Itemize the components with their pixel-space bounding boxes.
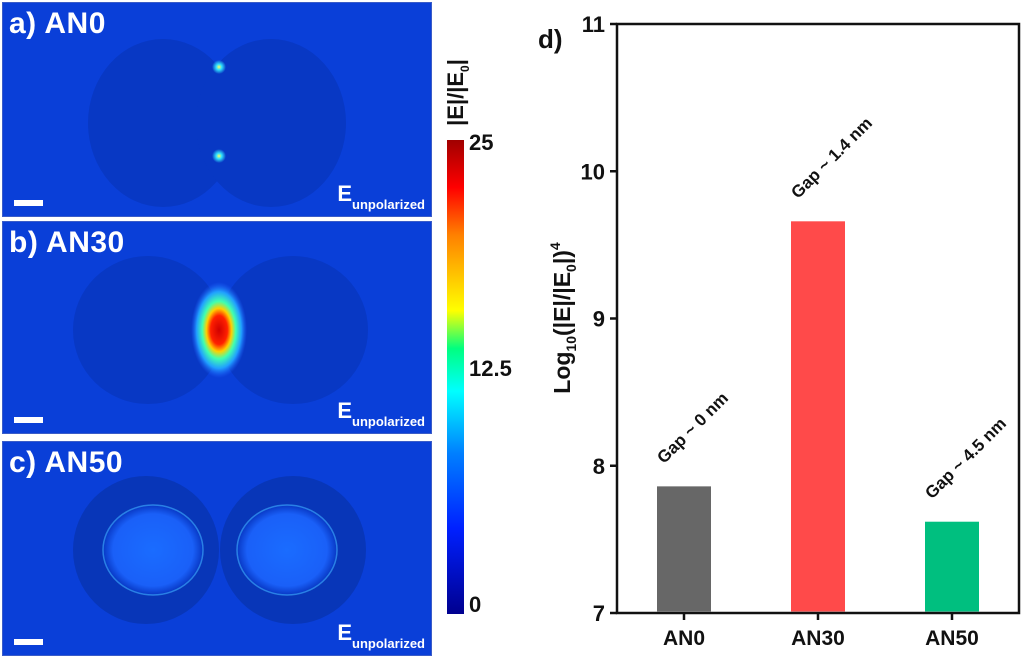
core-left <box>102 504 204 596</box>
hotspot-bottom <box>212 149 226 163</box>
y-tick-label: 9 <box>593 307 605 332</box>
bar-an30 <box>791 221 845 612</box>
particle-right <box>196 39 346 207</box>
panel-label: b) AN30 <box>9 226 125 259</box>
hotspot-top <box>212 60 226 74</box>
x-tick-label: AN0 <box>663 627 705 650</box>
polarization-label: Eunpolarized <box>337 620 425 651</box>
panel-label: a) AN0 <box>9 7 106 40</box>
svg-text:Log10(|E|/|E0|)4: Log10(|E|/|E0|)4 <box>547 242 579 394</box>
core-right <box>236 504 338 596</box>
x-tick-label: AN30 <box>791 627 845 650</box>
hotspot-gap <box>191 282 247 378</box>
bar-an0 <box>657 486 711 612</box>
colorbar-title: |E|/|E0| <box>442 59 472 126</box>
polarization-label: Eunpolarized <box>337 181 425 212</box>
particle-left <box>88 39 238 207</box>
y-tick-label: 10 <box>581 159 605 184</box>
colorbar-tick-max: 25 <box>469 130 494 155</box>
colorbar-tick-min: 0 <box>469 592 482 617</box>
scale-bar <box>14 417 43 423</box>
field-map-panel-an50: c) AN50 Eunpolarized <box>2 441 432 656</box>
bar-chart: d) Log10(|E|/|E0|)4 7 8 9 10 11 AN0 Gap ~ 0 nm… <box>538 12 1021 650</box>
x-tick-label: AN50 <box>925 627 979 650</box>
y-tick-label: 8 <box>593 454 605 479</box>
field-map-an0 <box>88 39 346 207</box>
panel-label: c) AN50 <box>9 446 124 479</box>
y-tick-label: 7 <box>593 601 605 626</box>
field-map-an50 <box>73 476 366 624</box>
y-tick-label: 11 <box>582 12 605 37</box>
field-map-panel-an0: a) AN0 Eunpolarized <box>2 2 432 217</box>
scale-bar <box>14 200 43 206</box>
particle-left <box>73 256 223 404</box>
bar-annotation: Gap ~ 0 nm <box>653 389 732 468</box>
polarization-label: Eunpolarized <box>337 398 425 429</box>
colorbar <box>447 140 464 614</box>
chart-panel-label: d) <box>538 24 563 54</box>
bar-annotation: Gap ~ 4.5 nm <box>921 414 1010 503</box>
particle-right <box>218 256 368 404</box>
y-axis-label: Log10(|E|/|E0|)4 <box>547 242 579 394</box>
scale-bar <box>14 639 43 645</box>
field-map-an30 <box>73 256 368 404</box>
bar-an50 <box>925 521 979 612</box>
bar-annotation: Gap ~ 1.4 nm <box>787 114 876 203</box>
field-map-panel-an30: b) AN30 Eunpolarized <box>2 221 432 434</box>
colorbar-tick-mid: 12.5 <box>469 356 512 381</box>
